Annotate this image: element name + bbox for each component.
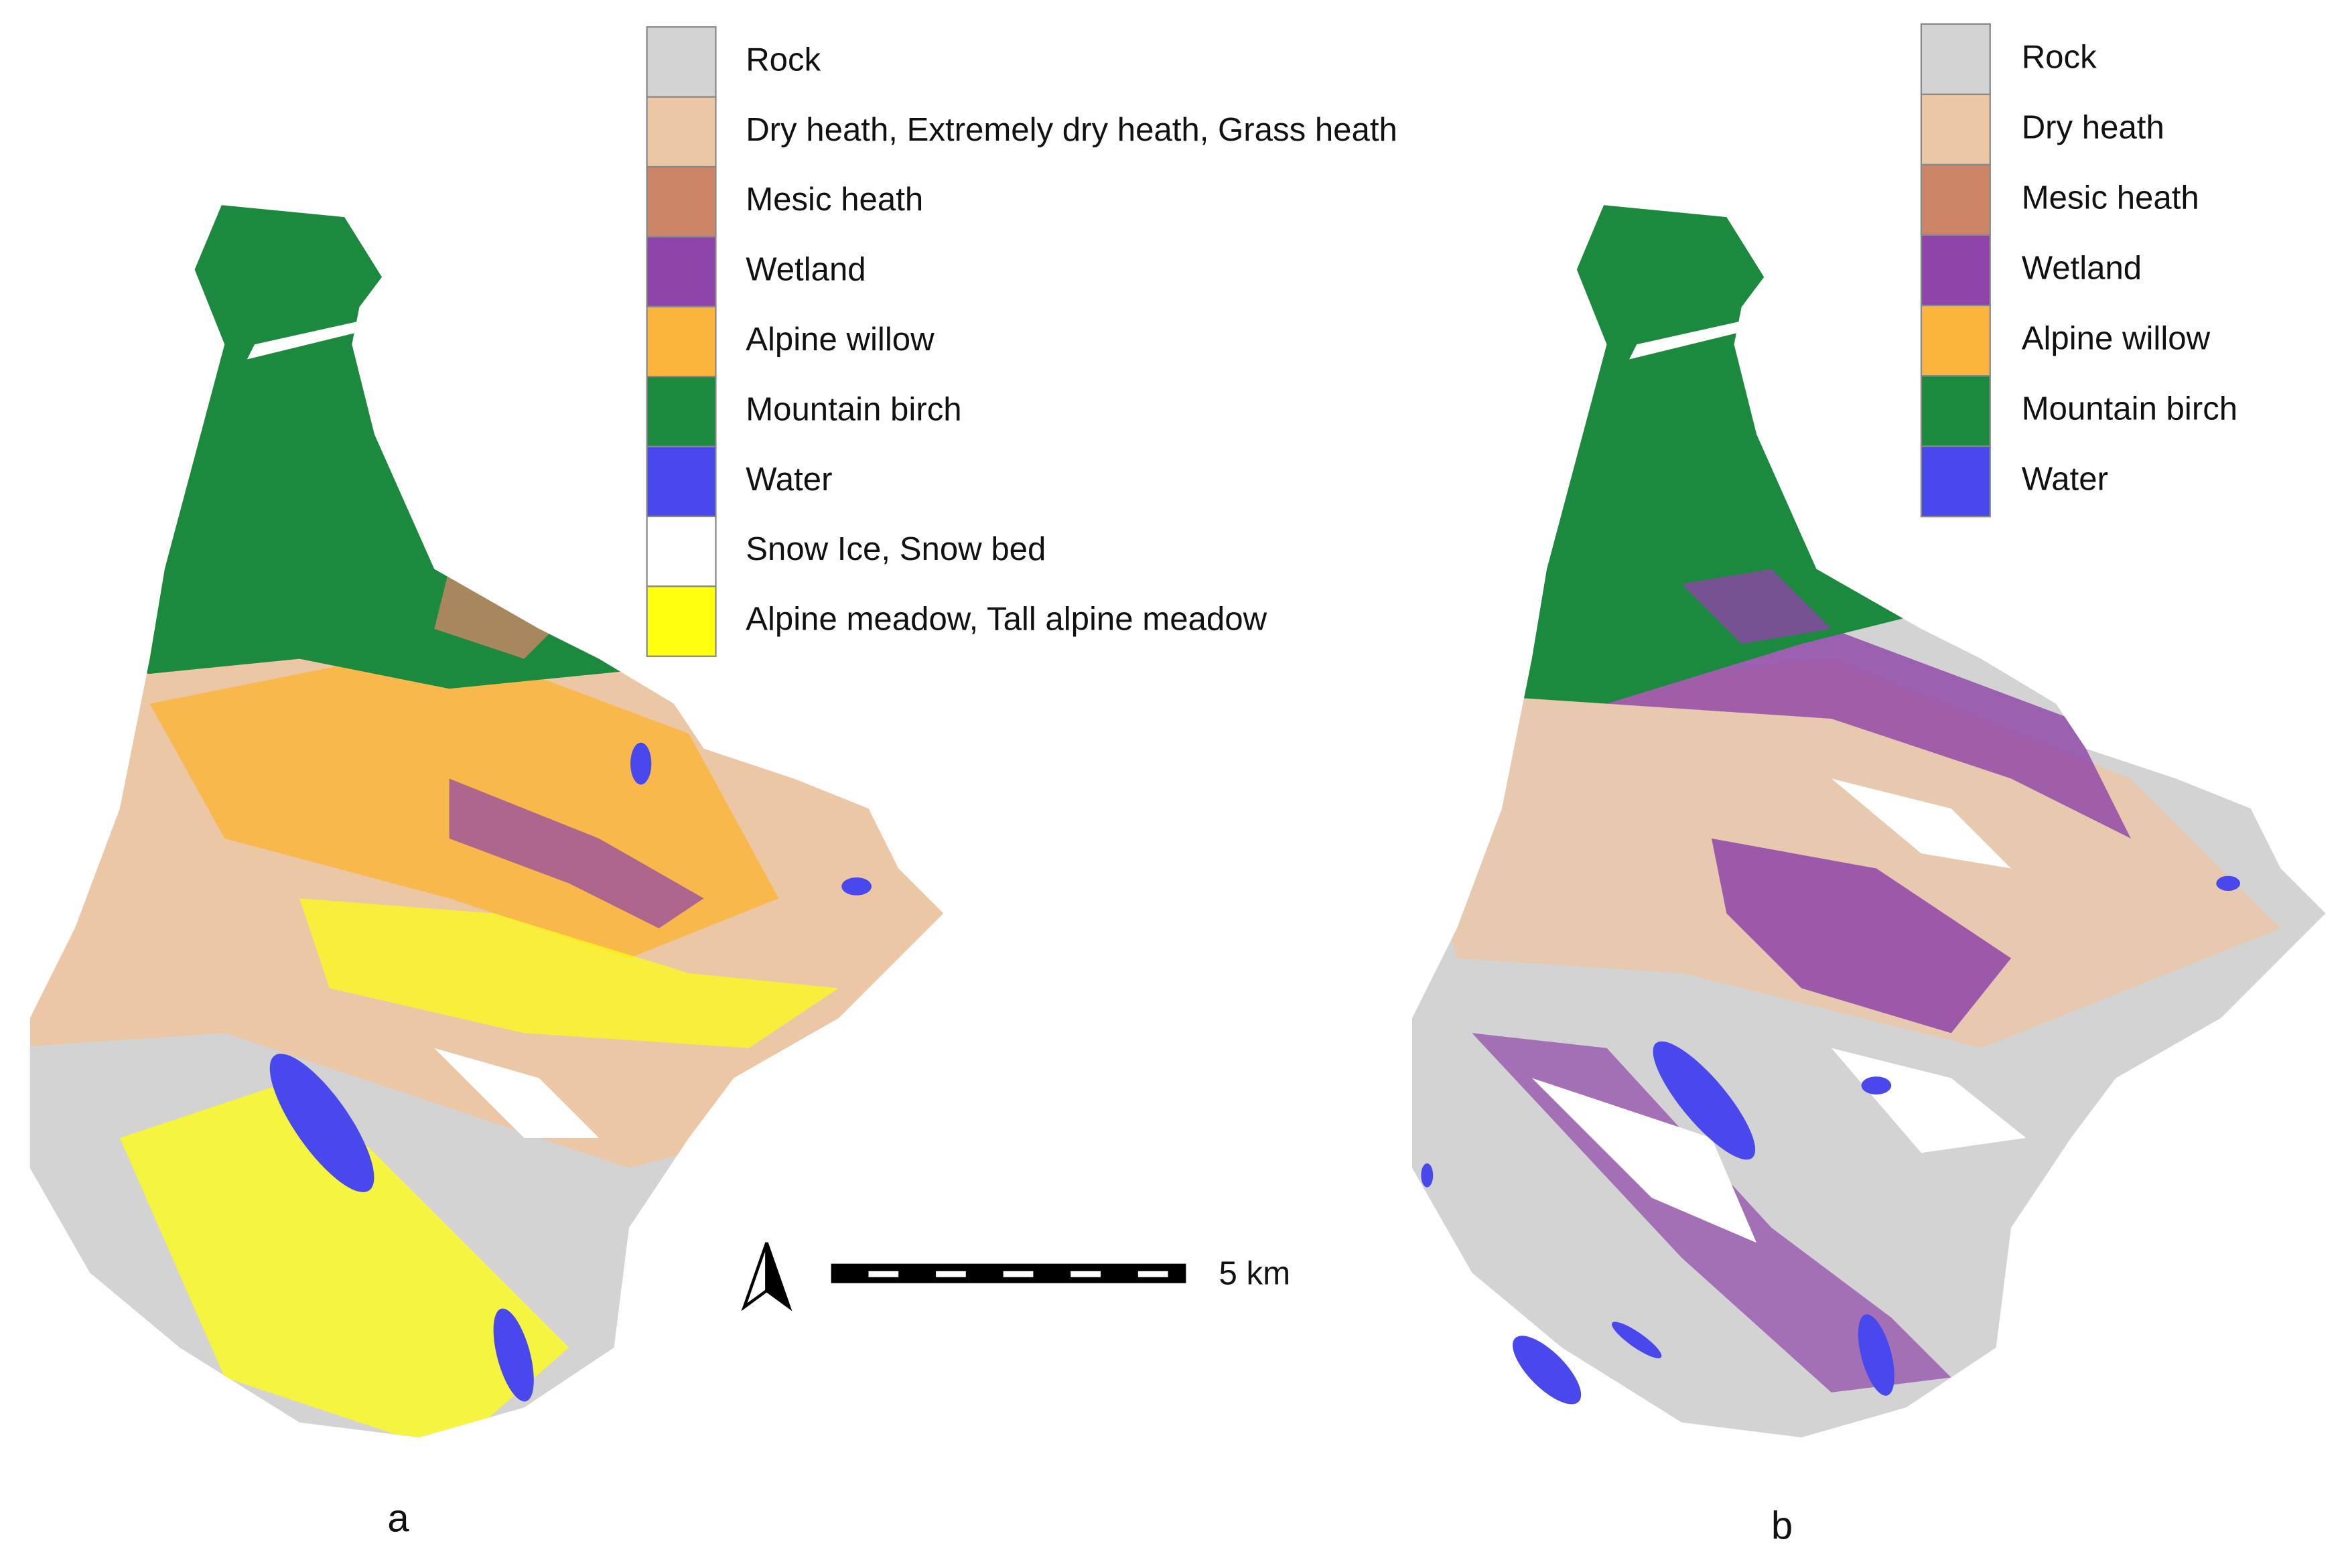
legend-label: Mesic heath [746,181,923,218]
legend-swatch [646,585,717,657]
legend-swatch [1920,93,1991,166]
legend-swatch [646,236,717,307]
legend-label: Mesic heath [2022,179,2199,216]
legend-label: Wetland [2022,250,2142,287]
scale-label: 5 km [1219,1255,1291,1292]
legend-label: Water [746,461,832,498]
legend-label: Water [2022,461,2108,498]
legend-swatch [646,96,717,168]
legend-label: Alpine willow [2022,320,2211,357]
legend-label: Alpine meadow, Tall alpine meadow [746,601,1267,638]
legend-label: Alpine willow [746,321,935,358]
legend-swatch [1920,234,1991,307]
legend-swatch [646,305,717,378]
legend-swatch [646,445,717,518]
legend-swatch [646,376,717,447]
legend-label: Rock [2022,38,2097,75]
legend-swatch [646,26,717,98]
legend-swatch [1920,304,1991,377]
legend-swatch [646,165,717,238]
legend-swatch [1920,445,1991,518]
panel-label: a [387,1496,409,1540]
legend-label: Snow Ice, Snow bed [746,530,1046,567]
scale-bar [831,1263,1186,1283]
north-arrow [741,1242,792,1311]
legend-swatch [646,515,717,587]
legend-label: Mountain birch [746,390,961,427]
legend-label: Mountain birch [2022,390,2237,427]
legend-label: Dry heath, Extremely dry heath, Grass he… [746,111,1397,148]
legend-swatch [1920,374,1991,447]
legend-label: Wetland [746,251,866,288]
legend-swatch [1920,163,1991,236]
legend-label: Dry heath [2022,109,2164,145]
legend-swatch [1920,23,1991,95]
panel-label: b [1771,1504,1793,1548]
legend-label: Rock [746,41,821,78]
